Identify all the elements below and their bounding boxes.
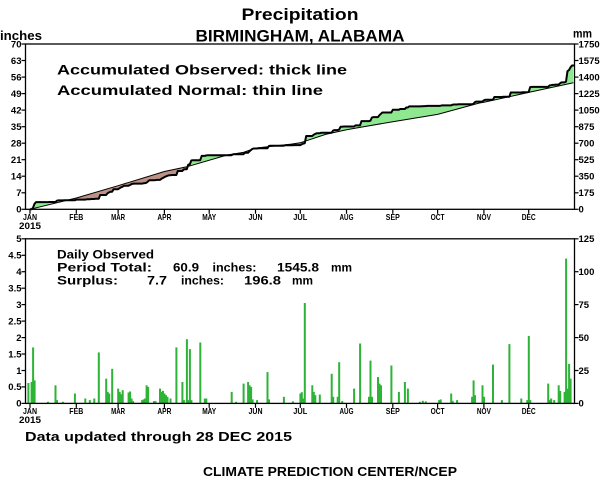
svg-text:DEC: DEC [522,212,536,222]
svg-text:MAY: MAY [202,406,216,416]
svg-text:AUG: AUG [340,406,354,416]
svg-text:NOV: NOV [477,212,491,222]
svg-text:700: 700 [579,139,595,150]
svg-text:1750: 1750 [579,39,600,50]
svg-text:4: 4 [16,267,22,278]
svg-text:0: 0 [579,399,584,410]
svg-text:SEP: SEP [386,406,400,416]
svg-text:JUL: JUL [293,406,307,416]
svg-text:1575: 1575 [579,56,600,67]
svg-text:0: 0 [579,205,584,216]
svg-text:63: 63 [11,56,22,67]
svg-text:70: 70 [11,39,22,50]
svg-text:28: 28 [11,139,22,150]
svg-text:OCT: OCT [431,406,446,416]
svg-text:0.5: 0.5 [8,382,22,393]
svg-text:2.5: 2.5 [8,316,22,327]
svg-text:4.5: 4.5 [8,251,22,262]
svg-text:21: 21 [11,155,22,166]
svg-text:BIRMINGHAM, ALABAMA: BIRMINGHAM, ALABAMA [196,27,405,46]
svg-text:JAN: JAN [23,406,37,416]
svg-text:7: 7 [16,188,21,199]
svg-text:125: 125 [579,234,596,245]
svg-text:5: 5 [16,234,22,245]
svg-text:2015: 2015 [19,221,41,231]
svg-text:56: 56 [11,72,22,83]
svg-text:CLIMATE PREDICTION CENTER/NCEP: CLIMATE PREDICTION CENTER/NCEP [203,464,457,479]
svg-text:MAY: MAY [202,212,216,222]
svg-text:Daily Observed: Daily Observed [57,248,154,262]
svg-text:25: 25 [579,366,590,377]
svg-text:APR: APR [157,212,171,222]
svg-text:75: 75 [579,300,590,311]
svg-text:0: 0 [16,205,21,216]
svg-text:14: 14 [11,172,22,183]
svg-text:MAR: MAR [111,212,125,222]
svg-text:49: 49 [11,89,22,100]
svg-text:MAR: MAR [111,406,125,416]
svg-text:1: 1 [16,366,22,377]
svg-text:DEC: DEC [522,406,536,416]
svg-text:2: 2 [16,333,21,344]
svg-text:AUG: AUG [340,212,354,222]
svg-text:OCT: OCT [431,212,446,222]
svg-text:Accumulated Normal: thin line: Accumulated Normal: thin line [57,82,323,98]
svg-text:JAN: JAN [23,212,37,222]
svg-text:350: 350 [579,172,595,183]
svg-text:0: 0 [16,399,21,410]
svg-text:inches: inches [0,28,42,43]
svg-text:Data updated through 28 DEC 20: Data updated through 28 DEC 2015 [25,429,292,444]
svg-text:SEP: SEP [386,212,400,222]
svg-text:2015: 2015 [19,415,41,425]
svg-text:3.5: 3.5 [8,284,22,295]
svg-text:APR: APR [157,406,171,416]
svg-text:JUN: JUN [249,406,263,416]
svg-text:100: 100 [579,267,595,278]
svg-text:Accumulated Observed: thick li: Accumulated Observed: thick line [57,62,347,78]
svg-text:3: 3 [16,300,21,311]
svg-text:50: 50 [579,333,590,344]
svg-text:JUN: JUN [249,212,263,222]
svg-text:42: 42 [11,105,22,116]
svg-text:1400: 1400 [579,72,600,83]
svg-text:1050: 1050 [579,105,600,116]
svg-text:Precipitation: Precipitation [242,5,359,24]
svg-text:875: 875 [579,122,596,133]
svg-text:NOV: NOV [477,406,491,416]
svg-text:525: 525 [579,155,596,166]
svg-text:FEB: FEB [69,212,83,222]
svg-text:1225: 1225 [579,89,600,100]
svg-text:mm: mm [573,27,592,41]
svg-text:JUL: JUL [293,212,307,222]
svg-text:1.5: 1.5 [8,349,22,360]
svg-text:FEB: FEB [69,406,83,416]
svg-text:35: 35 [11,122,22,133]
svg-text:175: 175 [579,188,596,199]
